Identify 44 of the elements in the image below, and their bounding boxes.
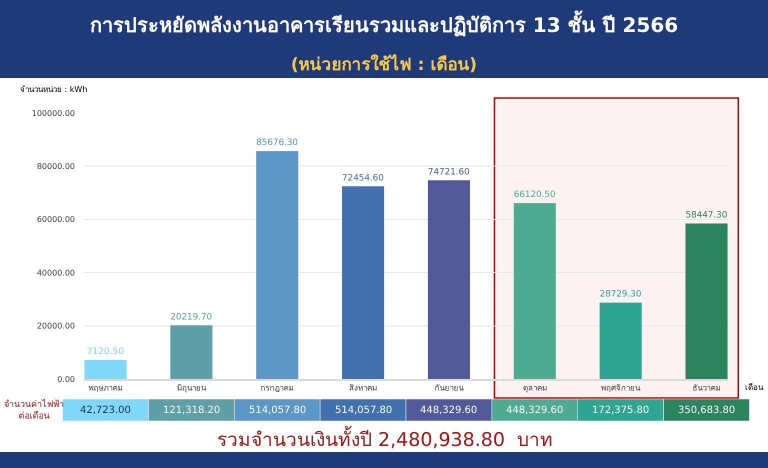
y-tick-label: 0.00 (57, 374, 75, 384)
y-tick-label: 80000.00 (36, 162, 75, 171)
text: 514,057.80 (249, 405, 306, 416)
x-tick-label: พฤศจิกายน (601, 383, 642, 392)
bar (256, 151, 298, 379)
text: 448,329.60 (420, 405, 478, 416)
x-tick-label: กรกฎาคม (260, 383, 294, 392)
x-axis-title: เดือน (745, 383, 764, 392)
x-tick-label: กันยายน (434, 383, 464, 392)
text: 172,375.80 (592, 405, 650, 416)
bar (84, 360, 126, 379)
bar (342, 186, 384, 379)
text: 350,683.80 (678, 405, 736, 416)
chart-subtitle: (หน่วยการใช้ไฟ : เดือน) (290, 54, 478, 76)
data-label: 72454.60 (342, 173, 384, 184)
x-tick-label: สิงหาคม (349, 383, 378, 392)
data-label: 66120.50 (514, 190, 556, 200)
data-label: 58447.30 (686, 210, 728, 221)
text: 448,329.60 (506, 405, 564, 416)
x-tick-label: มิถุนายน (176, 383, 207, 392)
bar (600, 302, 642, 379)
chart-title: การประหยัดพลังงานอาคารเรียนรวมและปฏิบัติการ 13 ชั้น ปี 2566 (90, 10, 678, 37)
data-label: 85676.30 (256, 138, 298, 148)
y-tick-label: 60000.00 (36, 215, 75, 224)
text: 514,057.80 (335, 405, 392, 416)
bar (428, 180, 470, 379)
x-tick-label: ตุลาคม (522, 383, 547, 392)
y-tick-label: 40000.00 (36, 268, 75, 278)
bar (686, 224, 728, 379)
text: 42,723.00 (80, 405, 131, 416)
y-axis-title: จำนวนหน่วย : kWh (20, 85, 88, 94)
bar (170, 325, 212, 379)
y-tick-label: 20000.00 (36, 322, 75, 331)
y-tick-label: 100000.00 (32, 108, 75, 118)
text: จำนวนค่าไฟฟ้า ต่อเดือน (4, 399, 64, 422)
text: 121,318.20 (163, 405, 220, 416)
x-tick-label: พฤษภาคม (88, 383, 122, 392)
x-tick-label: ธันวาคม (692, 383, 721, 392)
data-label: 28729.30 (600, 290, 642, 300)
bar (514, 203, 556, 379)
data-label: 74721.60 (428, 167, 470, 178)
data-label: 20219.70 (170, 312, 212, 322)
data-label: 7120.50 (86, 347, 124, 358)
text: รวมจำนวนเงินทั้งปี 2,480,938.80 บาท (217, 426, 554, 451)
